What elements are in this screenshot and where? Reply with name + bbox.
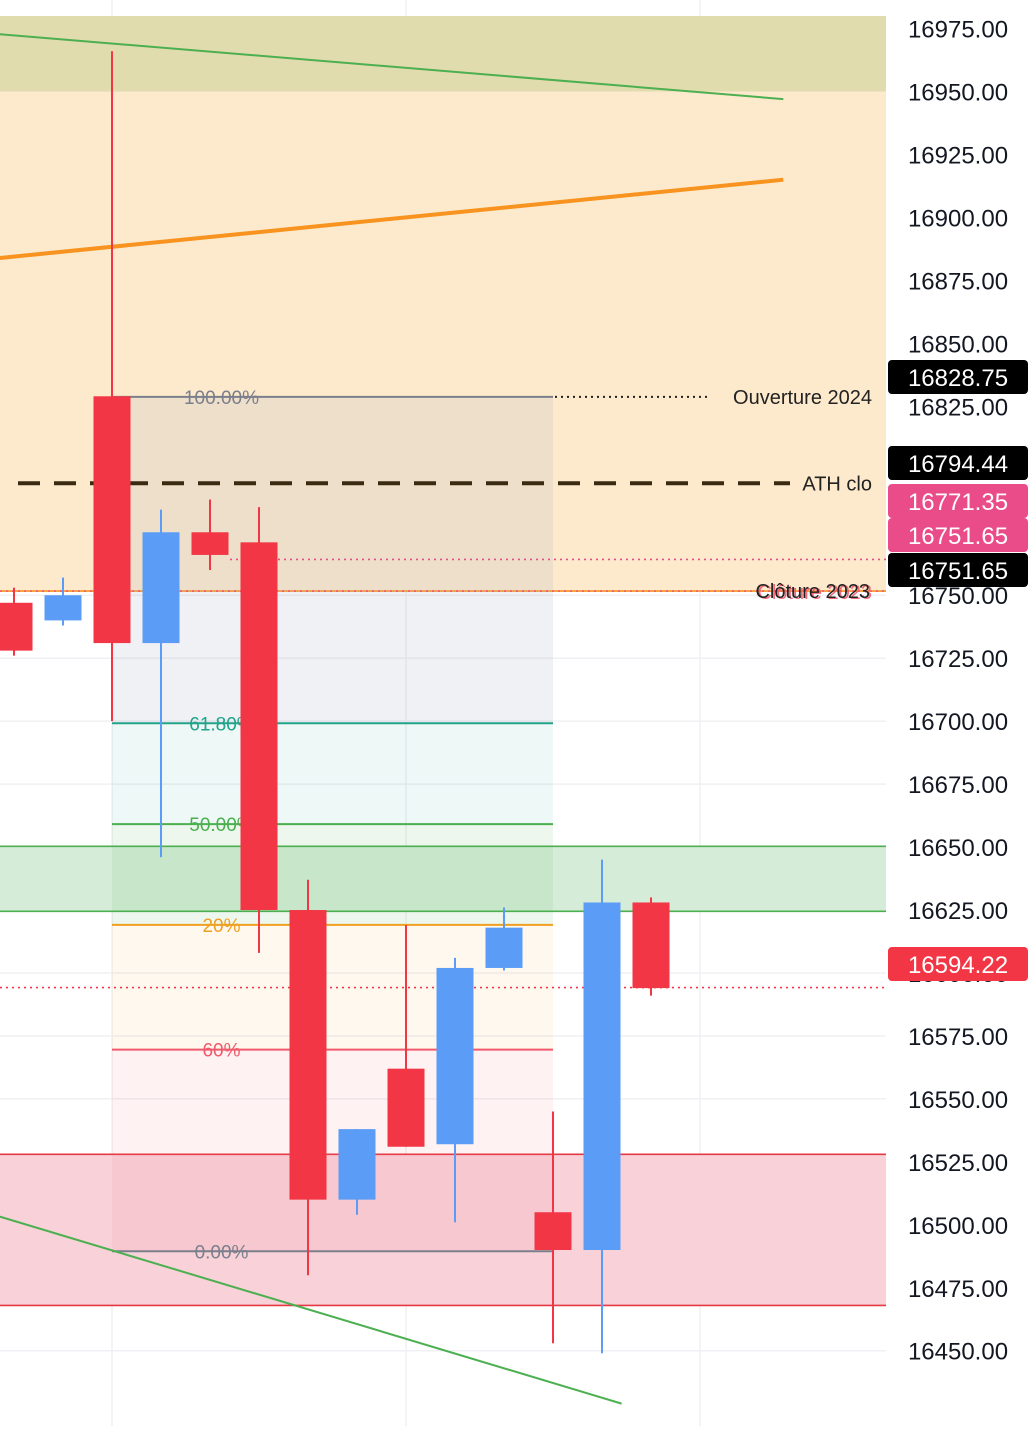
price-tick-label: 16475.00	[908, 1276, 1008, 1303]
price-tick-label: 16825.00	[908, 394, 1008, 421]
cloture-2023-label: 16751.65	[908, 558, 1008, 585]
candle-body	[44, 595, 82, 621]
price-tick-label: 16875.00	[908, 268, 1008, 295]
green-lower-trendline	[0, 1215, 622, 1405]
candle-down	[534, 1111, 572, 1344]
candle-down	[632, 897, 670, 996]
candle-body	[191, 532, 229, 555]
cloture-2023-label-badge	[888, 553, 1028, 587]
candle-body	[142, 532, 180, 644]
candle-down	[93, 51, 131, 722]
candle-down	[191, 499, 229, 571]
fib-level-label: 50.00%	[189, 815, 254, 836]
orange-trendline	[0, 177, 784, 260]
candle-down	[0, 587, 33, 656]
candle-body	[240, 542, 278, 911]
candle-down	[289, 879, 327, 1276]
candle-down	[240, 507, 278, 953]
price-tick-label: 16750.00	[908, 583, 1008, 610]
pink-upper-label: 16771.35	[908, 489, 1008, 516]
price-tick-label: 16550.00	[908, 1087, 1008, 1114]
price-tick-label: 16625.00	[908, 898, 1008, 925]
price-tick-label: 16900.00	[908, 205, 1008, 232]
price-tick-label: 16675.00	[908, 772, 1008, 799]
ouverture-2024-label: 16828.75	[908, 365, 1008, 392]
price-tick-label: 16575.00	[908, 1024, 1008, 1051]
fib-band	[112, 723, 553, 825]
candle-body	[534, 1212, 572, 1251]
current-price-label: 16594.22	[908, 952, 1008, 979]
green-upper-trendline	[0, 33, 784, 101]
fib-level-label: 20%	[202, 916, 240, 937]
candles-layer	[0, 51, 670, 1354]
candle-up	[436, 957, 474, 1223]
candle-body	[583, 902, 621, 1251]
price-tick-label: 16500.00	[908, 1213, 1008, 1240]
ouverture-2024-label-badge	[888, 360, 1028, 394]
candle-body	[485, 927, 523, 968]
trendlines-layer	[0, 33, 784, 1405]
candle-body	[338, 1129, 376, 1200]
candle-up	[338, 1129, 376, 1215]
price-tick-label: 16925.00	[908, 143, 1008, 170]
cloture-2023-text: Clôture 2023	[755, 581, 870, 603]
red-zone	[0, 1154, 886, 1306]
price-tick-label: 16525.00	[908, 1150, 1008, 1177]
fibonacci-layer: 100.00% 61.80% 50.00% 20% 60% 0.00%	[112, 388, 553, 1263]
pink-upper-label-badge	[888, 484, 1028, 518]
price-tick-label: 16725.00	[908, 646, 1008, 673]
pink-lower-label: 16751.65	[908, 523, 1008, 550]
candle-up	[142, 509, 180, 858]
zones-layer	[0, 16, 886, 1307]
price-tick-label: 16650.00	[908, 835, 1008, 862]
candle-body	[632, 902, 670, 989]
price-tick-label: 16975.00	[908, 17, 1008, 44]
olive-zone	[0, 16, 886, 92]
price-axis[interactable]: 16975.00 16950.00 16925.00 16900.00 16875.00…	[886, 0, 1034, 1426]
price-tick-label: 16950.00	[908, 80, 1008, 107]
pink-lower-label-badge	[888, 518, 1028, 552]
orange-zone	[0, 91, 886, 592]
fib-band	[112, 824, 553, 925]
candle-down	[387, 925, 425, 1147]
price-axis-bg	[886, 0, 1034, 1426]
price-tick-label: 16450.00	[908, 1339, 1008, 1366]
fib-level-label: 100.00%	[184, 388, 259, 409]
price-tick-label: 16700.00	[908, 709, 1008, 736]
candle-up	[583, 859, 621, 1354]
fib-band	[112, 924, 553, 1050]
fib-level-label: 61.80%	[189, 714, 254, 735]
fib-band	[112, 1049, 553, 1252]
ath-clo-label: 16794.44	[908, 451, 1008, 478]
candle-body	[436, 967, 474, 1145]
cloture-2023-ghost-text: Clôture 2023	[757, 582, 872, 604]
ath-clo-text: ATH clo	[802, 473, 872, 495]
candle-up	[485, 907, 523, 971]
candle-body	[387, 1068, 425, 1147]
green-zone	[0, 846, 886, 912]
candle-body	[289, 910, 327, 1200]
candle-up	[44, 577, 82, 626]
fib-level-label: 0.00%	[195, 1242, 249, 1263]
price-labels-layer: 16828.75 16794.44 16771.35 16751.65 16751.65…	[888, 360, 1028, 981]
candle-body	[0, 602, 33, 651]
ouverture-2024-text: Ouverture 2024	[733, 387, 872, 409]
price-tick-label: 16850.00	[908, 331, 1008, 358]
ath-clo-label-badge	[888, 446, 1028, 480]
candle-body	[93, 396, 131, 644]
fib-level-label: 60%	[202, 1041, 240, 1062]
current-price-label-badge	[888, 947, 1028, 981]
